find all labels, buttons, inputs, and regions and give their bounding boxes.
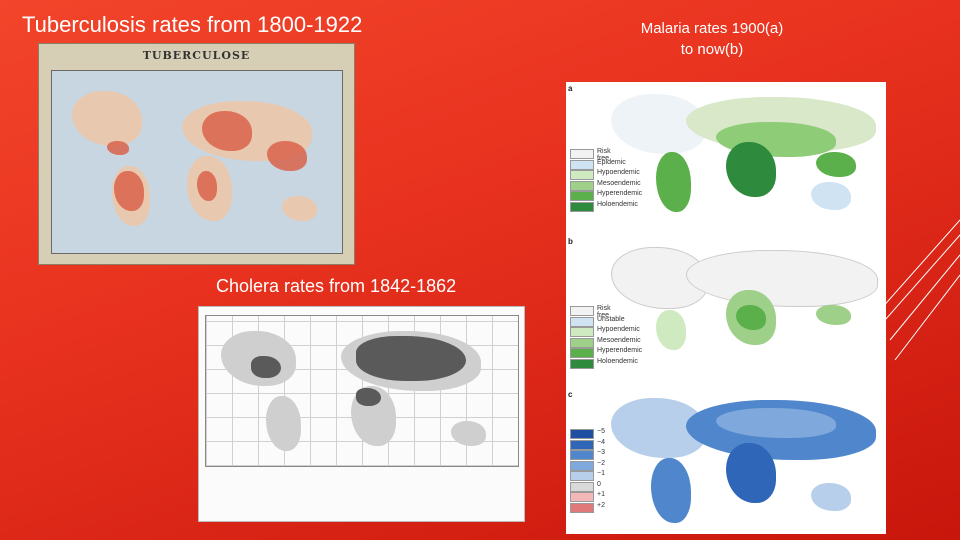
tuberculosis-title: Tuberculosis rates from 1800-1922 [22, 12, 363, 37]
malaria-maps: a Risk free Epidemic Hypoendemic Mesoendemi… [566, 82, 886, 534]
legend-label: Hypoendemic [597, 169, 640, 176]
decorative-lines [880, 219, 960, 361]
cholera-map-grid [205, 315, 519, 467]
legend-label: −3 [597, 449, 605, 456]
legend-label: Mesoendemic [597, 179, 641, 187]
legend-swatch [570, 429, 594, 439]
legend-swatch [570, 159, 594, 170]
legend-swatch [570, 358, 594, 369]
legend-label: Hypoendemic [597, 326, 640, 333]
legend-swatch [570, 170, 594, 180]
legend-swatch [570, 471, 594, 481]
legend-label: 0 [597, 480, 601, 488]
legend-label: Hyperendemic [597, 190, 643, 197]
legend-swatch [570, 481, 594, 492]
panel-letter: b [568, 237, 573, 246]
legend-label: Holoendemic [597, 200, 638, 208]
legend-swatch [570, 348, 594, 358]
tuberculosis-map-heading: TUBERCULOSE [142, 49, 251, 62]
legend-swatch [570, 316, 594, 327]
legend-label: Risk free [597, 305, 611, 319]
legend-swatch [570, 492, 594, 502]
legend-label: Epidemic [597, 158, 626, 166]
legend-swatch [570, 306, 594, 316]
legend-swatch [570, 180, 594, 191]
legend-swatch [570, 149, 594, 159]
legend-label: +2 [597, 501, 605, 509]
legend-label: Unstable [597, 315, 625, 323]
legend-swatch [570, 327, 594, 337]
tuberculosis-map-body [51, 70, 343, 254]
legend-label: −5 [597, 428, 605, 435]
legend-swatch [570, 191, 594, 201]
legend-swatch [570, 201, 594, 212]
malaria-panel-a: a Risk free Epidemic Hypoendemic Mesoendemi… [566, 82, 886, 232]
legend-label: Mesoendemic [597, 336, 641, 344]
legend-swatch [570, 460, 594, 471]
malaria-panel-c: c −5 −4 −3 −2 −1 0 +1 +2 [566, 388, 886, 534]
legend-label: −2 [597, 459, 605, 467]
legend-swatch [570, 502, 594, 513]
legend-label: +1 [597, 491, 605, 498]
legend-swatch [570, 337, 594, 348]
malaria-title-line1: Malaria rates 1900(a) [640, 20, 784, 37]
legend-label: −1 [597, 470, 605, 477]
legend-swatch [570, 439, 594, 450]
legend-label: Risk free [597, 148, 611, 162]
panel-letter: a [568, 84, 573, 93]
legend-label: −4 [597, 438, 605, 446]
legend-label: Holoendemic [597, 357, 638, 365]
malaria-title: Malaria rates 1900(a) to now(b) [612, 18, 812, 60]
legend-swatch [570, 450, 594, 460]
cholera-map [198, 306, 525, 522]
malaria-title-line2: to now(b) [680, 41, 744, 58]
cholera-title: Cholera rates from 1842-1862 [216, 276, 457, 296]
panel-letter: c [568, 390, 573, 399]
legend-label: Hyperendemic [597, 347, 643, 354]
tuberculosis-map: TUBERCULOSE [38, 43, 355, 265]
malaria-panel-b: b Risk free Unstable Hypoendemic Mesoendemi… [566, 235, 886, 385]
